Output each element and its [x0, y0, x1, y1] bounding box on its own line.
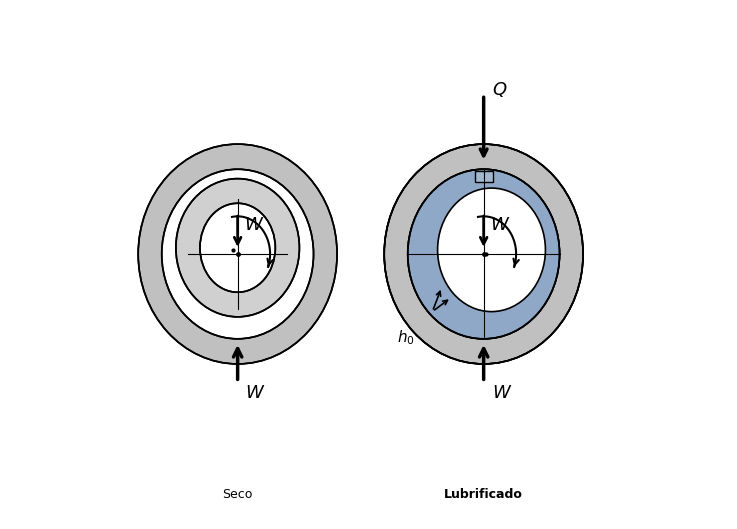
Ellipse shape	[176, 179, 299, 317]
Text: Lubrificado: Lubrificado	[444, 488, 523, 501]
Ellipse shape	[408, 169, 559, 339]
Text: Seco: Seco	[223, 488, 253, 501]
Text: $W$: $W$	[492, 384, 512, 402]
Ellipse shape	[200, 203, 276, 292]
Text: $W$: $W$	[490, 216, 511, 234]
Text: $h_0$: $h_0$	[397, 329, 415, 347]
Text: $W$: $W$	[245, 216, 265, 234]
Ellipse shape	[161, 169, 313, 339]
Text: $Q$: $Q$	[492, 80, 507, 98]
Ellipse shape	[384, 144, 583, 364]
Ellipse shape	[438, 188, 545, 312]
FancyBboxPatch shape	[475, 171, 492, 182]
Ellipse shape	[408, 169, 559, 339]
Ellipse shape	[138, 144, 337, 364]
Text: $W$: $W$	[245, 384, 266, 402]
